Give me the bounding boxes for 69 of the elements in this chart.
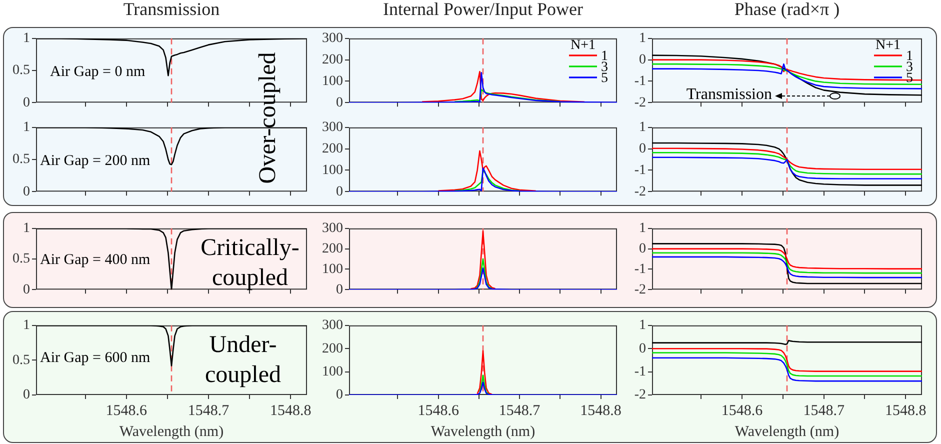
y-tick-label: 0 (639, 241, 646, 256)
y-tick-label: -2 (634, 388, 646, 403)
y-tick-label: 100 (322, 262, 343, 277)
y-tick-label: 1 (23, 318, 30, 334)
y-tick-label: 200 (322, 341, 343, 356)
annotation: Under-coupled (204, 331, 282, 390)
x-tick-label: 1548.8 (885, 402, 926, 419)
x-tick-label: 1548.6 (418, 402, 460, 419)
y-tick-label: 0 (23, 282, 30, 298)
y-tick-label: 1 (639, 221, 646, 236)
legend-title: N+1 (570, 38, 596, 54)
x-tick-label: 1548.8 (270, 402, 312, 419)
annotation: Air Gap = 200 nm (40, 152, 150, 170)
y-tick-label: -2 (634, 95, 646, 110)
y-tick-label: -2 (634, 184, 646, 200)
y-tick-label: -1 (634, 162, 646, 178)
y-tick-label: 1 (639, 31, 646, 46)
y-tick-label: -1 (634, 364, 646, 380)
annotation: Over-coupled (254, 52, 282, 184)
y-tick-label: 300 (322, 120, 343, 136)
x-axis-title: Wavelength (nm) (430, 424, 536, 440)
chart-title: Transmission (122, 0, 221, 20)
y-tick-label: 100 (322, 162, 343, 178)
y-tick-label: 0 (336, 184, 343, 200)
x-tick-label: 1548.8 (580, 402, 622, 419)
x-tick-label: 1548.7 (498, 402, 541, 419)
y-tick-label: 200 (322, 52, 343, 68)
annotation: Air Gap = 0 nm (50, 64, 146, 80)
x-tick-label: 1548.7 (188, 402, 230, 419)
annotation: Transmission (685, 86, 772, 104)
y-tick-label: 0 (23, 95, 30, 110)
y-tick-label: -2 (634, 282, 646, 298)
y-tick-label: 1 (23, 221, 30, 236)
y-tick-label: 0.5 (12, 152, 30, 168)
y-tick-label: 0.5 (12, 252, 30, 267)
y-tick-label: 0 (639, 141, 646, 156)
y-tick-label: 0.5 (12, 352, 30, 368)
x-axis-title: Wavelength (nm) (119, 424, 224, 440)
y-tick-label: 300 (322, 31, 343, 46)
y-tick-label: 100 (322, 364, 343, 380)
y-tick-label: 300 (322, 318, 343, 334)
y-tick-label: 0 (336, 388, 343, 403)
y-tick-label: 0 (639, 341, 646, 356)
legend-title: N+1 (875, 38, 901, 54)
y-tick-label: 100 (322, 74, 343, 89)
y-tick-label: 0 (639, 52, 646, 68)
annotation: Air Gap = 600 nm (40, 350, 150, 367)
annotation: Air Gap = 400 nm (40, 252, 150, 269)
y-tick-label: 0.5 (12, 63, 30, 78)
chart-title: Internal Power/Input Power (382, 0, 584, 20)
y-tick-label: 0 (336, 95, 343, 110)
y-tick-label: 300 (322, 221, 343, 236)
y-tick-label: 0 (23, 388, 30, 403)
y-tick-label: 0 (336, 282, 343, 298)
annotation: Critically-coupled (200, 234, 300, 293)
y-tick-label: 1 (639, 120, 646, 136)
y-tick-label: 1 (23, 31, 30, 46)
chart-title: Phase (rad×π ) (733, 0, 841, 20)
y-tick-label: -1 (634, 262, 646, 277)
x-axis-title: Wavelength (nm) (734, 424, 840, 440)
y-tick-label: 200 (322, 241, 343, 256)
y-tick-label: -1 (634, 74, 646, 89)
y-tick-label: 1 (23, 120, 30, 136)
y-tick-label: 1 (639, 318, 646, 334)
x-tick-label: 1548.6 (721, 402, 764, 419)
y-tick-label: 0 (23, 184, 30, 200)
x-tick-label: 1548.6 (106, 402, 148, 419)
x-tick-label: 1548.7 (803, 402, 845, 419)
y-tick-label: 200 (322, 141, 343, 156)
